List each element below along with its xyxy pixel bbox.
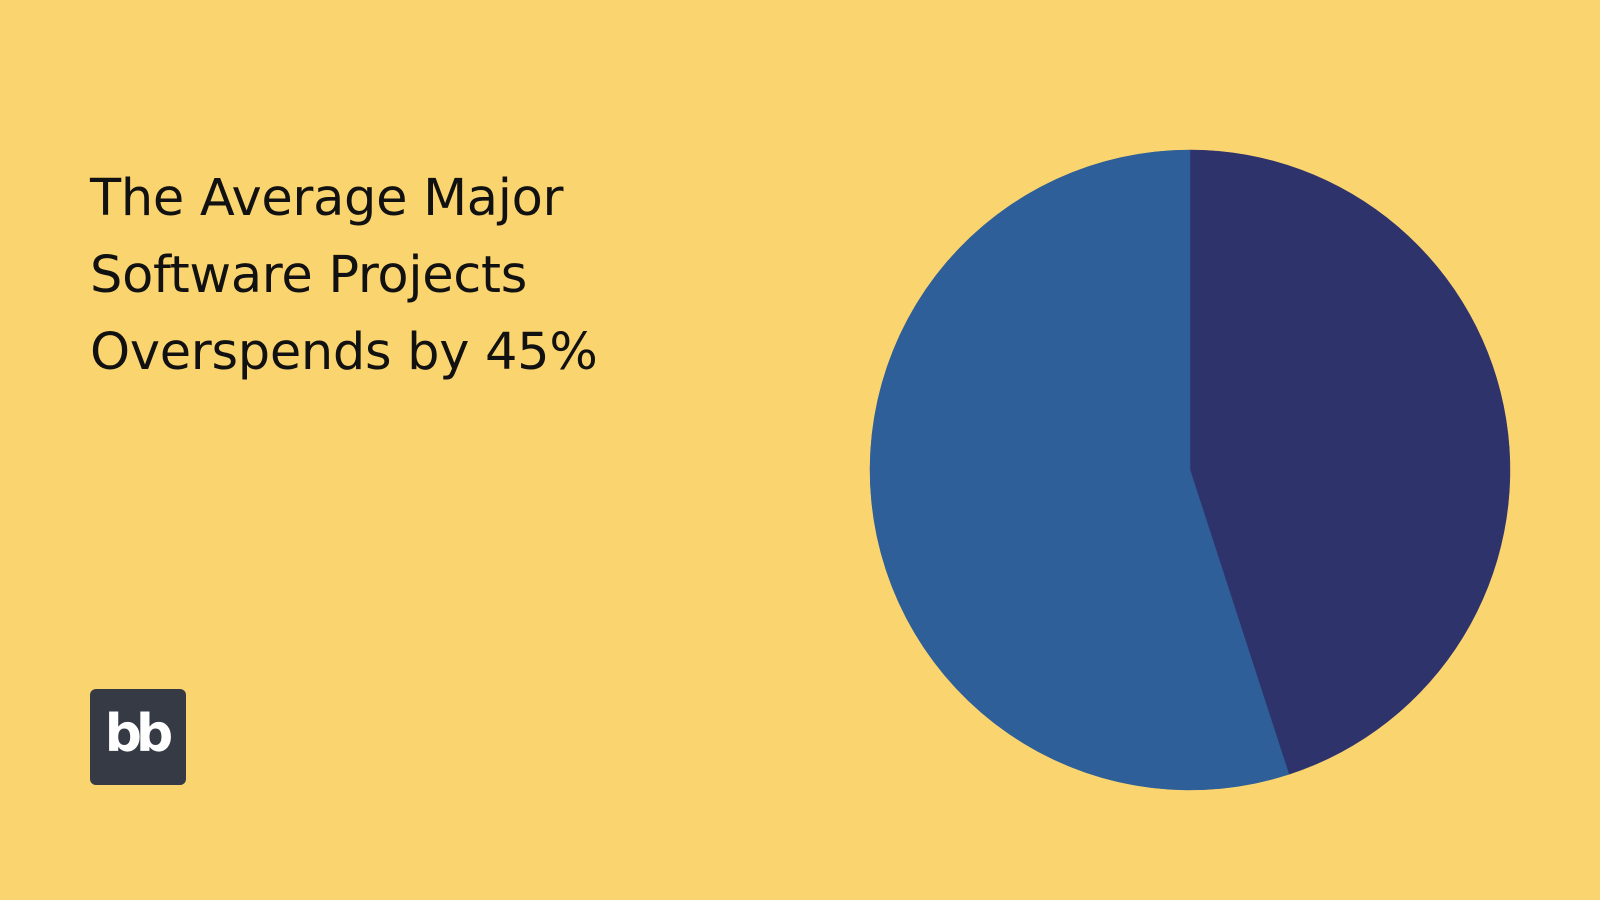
pie-chart bbox=[869, 149, 1511, 791]
logo-text: bb bbox=[104, 704, 173, 764]
title-line-1: The Average Major bbox=[90, 169, 564, 228]
pie-slice-2 bbox=[869, 149, 1290, 791]
slide-title: The Average Major Software Projects Over… bbox=[90, 160, 710, 391]
pie-slice-1 bbox=[1189, 149, 1511, 775]
brand-logo: bb bbox=[90, 689, 186, 785]
title-line-2: Software Projects bbox=[90, 246, 527, 305]
title-line-3: Overspends by 45% bbox=[90, 323, 598, 382]
